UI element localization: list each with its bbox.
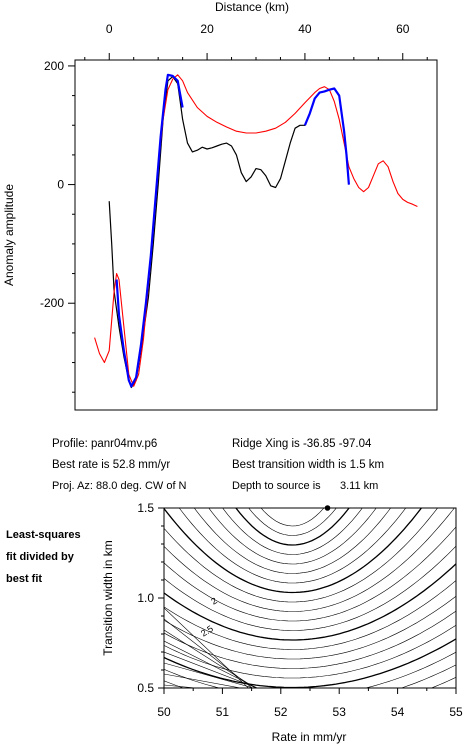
contour-line <box>164 526 456 622</box>
misfit-x-ticks: 50 51 52 53 54 55 <box>157 688 463 719</box>
contour-line <box>164 508 423 594</box>
contour-line <box>164 545 456 631</box>
contour-label-2.5: 2.5 <box>199 623 215 638</box>
contour-line <box>235 508 350 546</box>
contour-line <box>124 683 467 735</box>
contour-line <box>178 508 407 584</box>
depth-value-text: 3.11 km <box>340 480 379 492</box>
model-anomaly-line <box>94 74 418 387</box>
contour-line <box>260 508 325 527</box>
x-tick-label: 50 <box>157 705 171 719</box>
y-tick-label: -200 <box>40 296 64 310</box>
contour-line <box>222 508 363 555</box>
contour-line <box>164 684 199 688</box>
contour-line <box>164 508 438 603</box>
fit-window-line-1 <box>115 73 184 388</box>
contour-line <box>164 508 455 612</box>
anomaly-xlabel: Distance (km) <box>215 0 289 14</box>
misfit-note: Least-squares fit divided by best fit <box>6 524 81 590</box>
x-tick-label: 40 <box>298 22 312 36</box>
contour-line <box>164 624 456 679</box>
contour-line <box>164 595 456 660</box>
contour-line <box>164 607 249 688</box>
anomaly-x-ticks: 0 20 40 60 <box>84 22 428 60</box>
contour-label-2: 2 <box>209 595 218 606</box>
anomaly-chart: Distance (km) Anomaly amplitude 0 20 40 60 … <box>2 0 438 411</box>
best-rate-text: Best rate is 52.8 mm/yr <box>52 459 171 471</box>
contour-line <box>164 580 456 650</box>
x-tick-label: 20 <box>200 22 214 36</box>
contour-line <box>164 696 307 698</box>
contour-line <box>430 676 456 688</box>
y-tick-label: 1.0 <box>137 591 154 605</box>
x-tick-label: 55 <box>449 705 463 719</box>
y-tick-label: 200 <box>44 59 64 73</box>
contour-line <box>248 508 337 536</box>
x-tick-label: 54 <box>391 705 405 719</box>
y-tick-label: 1.5 <box>137 501 154 515</box>
x-tick-label: 52 <box>274 705 288 719</box>
contour-line <box>208 508 377 565</box>
misfit-contour-chart: 50 51 52 53 54 55 0.5 1.0 1.5 2 2.5 Rate in mm/… <box>101 501 467 744</box>
misfit-contours <box>124 508 467 735</box>
misfit-xlabel: Rate in mm/yr <box>272 730 347 744</box>
contour-line <box>164 673 243 688</box>
misfit-note-line-2: fit divided by <box>6 551 74 563</box>
contour-line <box>164 563 456 641</box>
best-fit-marker <box>324 505 331 511</box>
y-tick-label: 0.5 <box>137 681 154 695</box>
anomaly-ylabel: Anomaly amplitude <box>2 184 16 286</box>
contour-line <box>193 508 392 574</box>
x-tick-label: 51 <box>216 705 230 719</box>
fit-window-line-2 <box>303 87 350 185</box>
misfit-ylabel: Transition width in km <box>101 540 115 656</box>
profile-text: Profile: panr04mv.p6 <box>52 438 158 450</box>
projection-azimuth-text: Proj. Az: 88.0 deg. CW of N <box>52 480 187 492</box>
contour-line <box>164 638 456 688</box>
depth-label-text: Depth to source is <box>232 480 321 492</box>
misfit-y-ticks: 0.5 1.0 1.5 <box>137 501 164 695</box>
contour-line <box>164 662 255 688</box>
x-tick-label: 60 <box>396 22 410 36</box>
x-tick-label: 53 <box>333 705 347 719</box>
anomaly-y-ticks: 200 0 -200 <box>40 59 75 393</box>
observed-anomaly-line <box>108 76 350 389</box>
y-tick-label: 0 <box>57 178 64 192</box>
contour-line <box>164 651 258 688</box>
anomaly-series <box>94 73 418 389</box>
contour-line <box>164 664 456 688</box>
misfit-note-line-1: Least-squares <box>6 529 81 541</box>
misfit-note-line-3: best fit <box>6 573 43 585</box>
x-tick-label: 0 <box>106 22 113 36</box>
best-width-text: Best transition width is 1.5 km <box>232 459 385 471</box>
ridge-xing-text: Ridge Xing is -36.85 -97.04 <box>232 438 372 450</box>
anomaly-plot-frame <box>74 59 438 411</box>
contour-line <box>164 640 258 688</box>
